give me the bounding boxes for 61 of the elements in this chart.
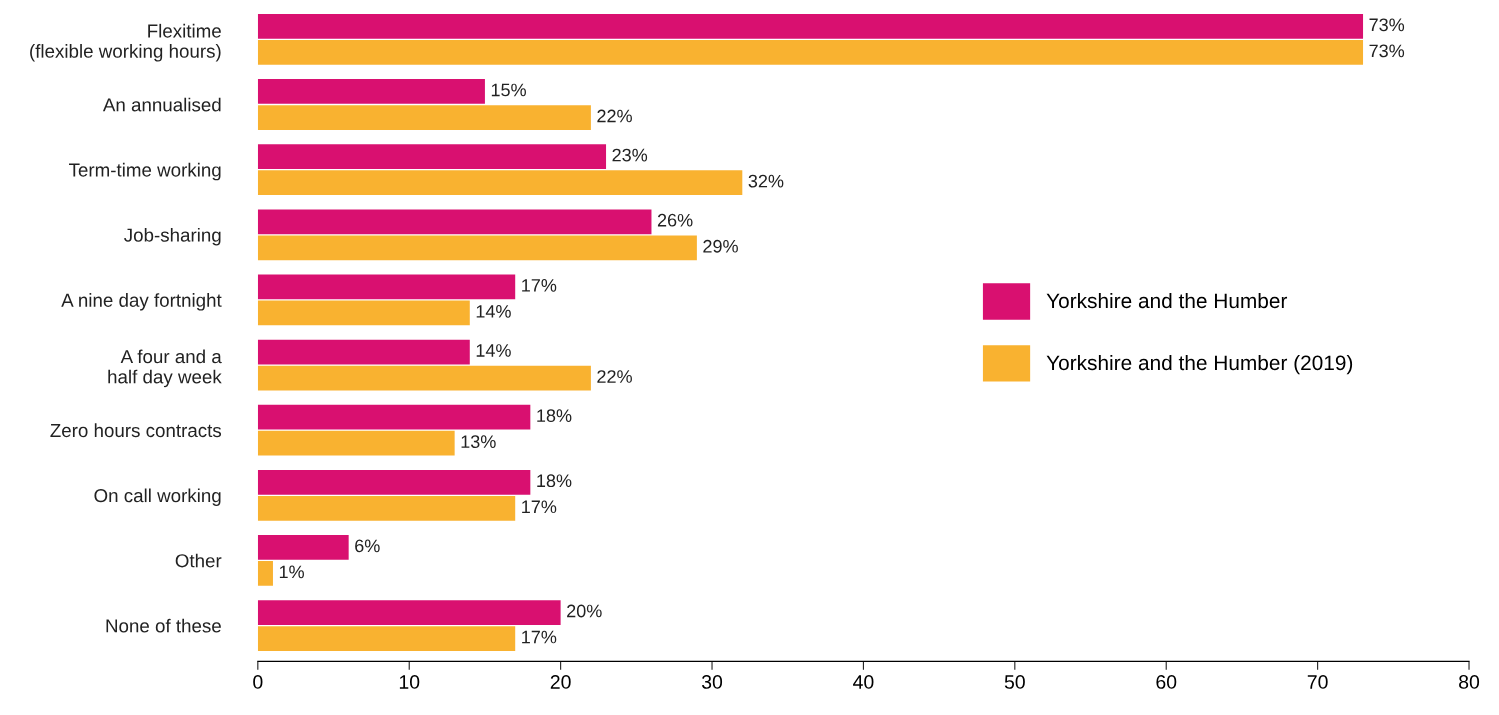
x-tick-label: 80 <box>1459 675 1480 689</box>
bar <box>257 430 455 456</box>
data-label: 20% <box>567 604 602 618</box>
x-tick-label: 20 <box>550 675 571 689</box>
data-label: 73% <box>1369 18 1405 32</box>
y-tick-label: Zero hours contracts <box>50 423 222 438</box>
y-tick-label: A four and a half day week <box>108 349 222 388</box>
y-tick-label: Other <box>175 553 222 568</box>
data-label: 26% <box>657 213 693 227</box>
bar <box>257 339 470 365</box>
bar <box>257 170 743 196</box>
data-label: 18% <box>537 409 572 422</box>
x-tick-label: 60 <box>1156 675 1177 689</box>
data-label: 1% <box>279 565 304 579</box>
data-label: 29% <box>703 239 738 253</box>
data-label: 18% <box>537 474 572 488</box>
x-tick-label: 10 <box>399 675 420 689</box>
data-label: 22% <box>597 370 632 383</box>
bar <box>257 144 607 169</box>
y-tick-label: Term-time working <box>69 162 221 181</box>
data-label: 15% <box>491 83 526 97</box>
data-label: 22% <box>597 109 632 123</box>
legend-label: Yorkshire and the Humber (2019) <box>1046 354 1353 375</box>
bar <box>257 14 1364 39</box>
data-label: 13% <box>461 435 496 449</box>
y-tick-label: Flexitime (flexible working hours) <box>30 23 221 62</box>
y-tick-label: A nine day fortnight <box>61 293 222 311</box>
bar <box>257 561 273 586</box>
bar <box>257 365 591 391</box>
data-label: 17% <box>522 500 557 514</box>
bar <box>257 600 561 625</box>
bar <box>257 404 531 430</box>
bar <box>257 300 470 326</box>
bar <box>257 105 591 130</box>
bar <box>257 469 531 495</box>
x-tick-label: 30 <box>701 675 723 689</box>
bar <box>257 495 516 521</box>
bar <box>257 79 485 104</box>
bar <box>257 40 1364 65</box>
x-tick-label: 50 <box>1004 675 1025 689</box>
data-label: 14% <box>476 305 511 318</box>
data-label: 73% <box>1369 44 1405 58</box>
data-label: 23% <box>612 148 648 162</box>
bar <box>257 235 697 261</box>
bar <box>257 535 349 560</box>
y-tick-label: On call working <box>94 488 221 506</box>
data-label: 6% <box>355 539 380 553</box>
y-tick-label: Job-sharing <box>124 227 221 246</box>
bar <box>257 209 652 235</box>
y-tick-label: An annualised <box>102 97 221 112</box>
bar <box>257 274 516 300</box>
x-tick-label: 70 <box>1307 675 1328 689</box>
bar <box>257 626 516 651</box>
x-tick-label: 0 <box>253 675 263 689</box>
data-label: 32% <box>748 174 784 188</box>
legend-label: Yorkshire and the Humber <box>1046 292 1288 309</box>
x-tick-label: 40 <box>853 675 874 689</box>
data-label: 14% <box>476 344 511 357</box>
data-label: 17% <box>522 279 557 292</box>
y-tick-label: None of these <box>106 618 221 633</box>
data-label: 17% <box>522 630 557 644</box>
